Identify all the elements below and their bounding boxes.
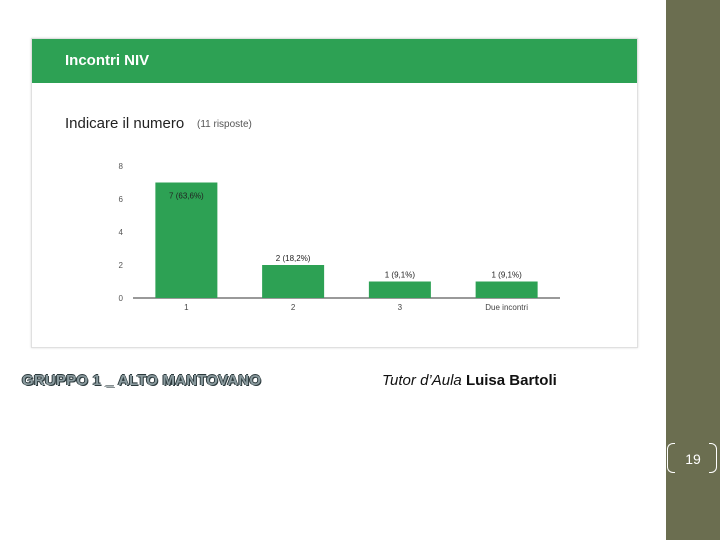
- data-label: 7 (63,6%): [169, 192, 204, 201]
- survey-card: Incontri NIV Indicare il numero (11 risp…: [31, 38, 638, 348]
- data-label: 1 (9,1%): [385, 271, 416, 280]
- y-tick-label: 0: [119, 294, 124, 303]
- data-label: 1 (9,1%): [492, 271, 523, 280]
- group-label: GRUPPO 1 _ ALTO MANTOVANO: [22, 372, 262, 389]
- x-tick-label: 3: [398, 303, 403, 312]
- bar: [475, 281, 538, 298]
- question-text: Indicare il numero: [65, 115, 185, 132]
- slide-number: 19: [685, 451, 701, 467]
- data-label: 2 (18,2%): [276, 254, 311, 263]
- slide-number-bracket-left: [667, 443, 675, 473]
- responses-count: (11 risposte): [197, 119, 252, 130]
- side-panel: [666, 0, 720, 540]
- bar: [262, 265, 325, 298]
- y-tick-label: 6: [119, 195, 124, 204]
- tutor-name: Luisa Bartoli: [465, 372, 557, 389]
- x-tick-label: 1: [184, 303, 189, 312]
- bar: [368, 281, 431, 298]
- tutor-label: Tutor d’Aula Luisa Bartoli: [382, 372, 557, 389]
- y-tick-label: 2: [119, 261, 124, 270]
- tutor-prefix: Tutor d’Aula: [382, 372, 462, 389]
- slide-number-bracket-right: [709, 443, 717, 473]
- x-tick-label: Due incontri: [485, 303, 528, 312]
- x-tick-label: 2: [291, 303, 296, 312]
- y-tick-label: 8: [119, 162, 124, 171]
- card-title: Incontri NIV: [65, 52, 150, 69]
- bar: [155, 182, 218, 298]
- y-tick-label: 4: [119, 228, 124, 237]
- card-header: Incontri NIV: [32, 39, 637, 83]
